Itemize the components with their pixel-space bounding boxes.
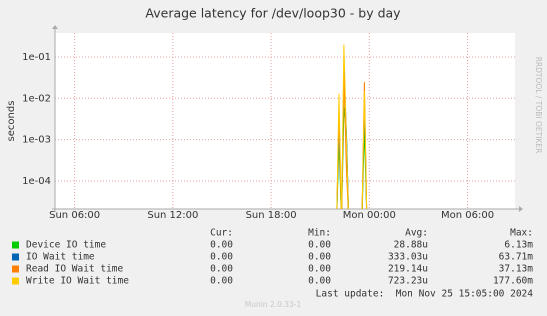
legend-label: IO Wait time: [26, 252, 95, 263]
legend-stat: 0.00: [210, 252, 233, 263]
legend-stat: 333.03u: [388, 252, 428, 263]
legend-stat: 6.13m: [504, 240, 533, 251]
x-tick-label: Sun 12:00: [147, 210, 198, 221]
y-tick-label: 1e-03: [22, 135, 51, 146]
legend-header: Cur:: [210, 228, 233, 239]
y-tick-label: 1e-02: [22, 93, 51, 104]
x-tick-label: Mon 06:00: [441, 210, 494, 221]
legend-stat: 0.00: [308, 276, 331, 287]
legend-stat: 219.14u: [388, 264, 428, 275]
legend-label: Write IO Wait time: [26, 276, 129, 287]
legend-swatch: [12, 253, 19, 261]
x-tick-label: Sun 06:00: [49, 210, 100, 221]
y-tick-label: 1e-04: [22, 176, 51, 187]
legend-stat: 723.23u: [388, 276, 428, 287]
watermark: RRDTOOL / TOBI OETIKER: [534, 57, 543, 154]
legend-header: Min:: [308, 228, 331, 239]
x-tick-label: Sun 18:00: [246, 210, 297, 221]
plot-area: [55, 33, 515, 209]
legend-stat: 28.88u: [394, 240, 428, 251]
y-axis-label: seconds: [6, 101, 17, 142]
legend-stat: 37.13m: [499, 264, 534, 275]
legend-swatch: [12, 241, 19, 249]
legend-label: Device IO time: [26, 240, 106, 251]
axis-arrow: [52, 25, 58, 29]
axis-arrow: [519, 206, 523, 212]
series-group: [336, 44, 368, 209]
legend-swatch: [12, 277, 19, 285]
legend-header: Avg:: [405, 228, 428, 239]
legend-header: Max:: [510, 228, 533, 239]
legend-stat: 0.00: [308, 252, 331, 263]
y-tick-label: 1e-01: [22, 52, 51, 63]
x-tick-label: Mon 00:00: [343, 210, 396, 221]
series-line: [336, 44, 368, 209]
chart-title: Average latency for /dev/loop30 - by day: [145, 6, 401, 21]
legend-stat: 0.00: [210, 240, 233, 251]
legend-stat: 177.60m: [493, 276, 533, 287]
last-update: Last update: Mon Nov 25 15:05:00 2024: [316, 289, 534, 300]
footer: Munin 2.0.33-1: [245, 300, 302, 309]
legend-label: Read IO Wait time: [26, 264, 124, 275]
legend-swatch: [12, 265, 19, 273]
legend-stat: 63.71m: [499, 252, 534, 263]
legend-stat: 0.00: [210, 264, 233, 275]
legend-stat: 0.00: [210, 276, 233, 287]
legend-stat: 0.00: [308, 240, 331, 251]
legend-stat: 0.00: [308, 264, 331, 275]
